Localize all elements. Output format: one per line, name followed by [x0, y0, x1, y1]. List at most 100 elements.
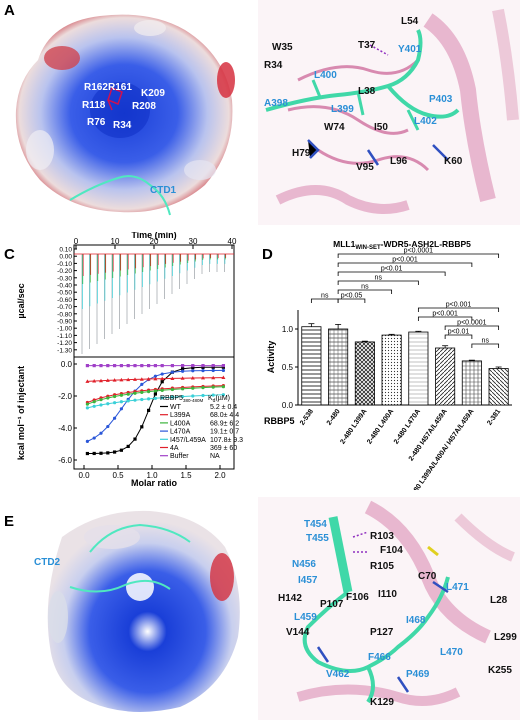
- isotherm-point: [85, 379, 90, 383]
- activity-bar: [381, 334, 402, 406]
- panel-e-letter: E: [4, 513, 15, 530]
- residue-label: P107: [320, 599, 344, 610]
- residue-label: N456: [292, 559, 316, 570]
- chart-title: MLL1WIN-SET-WDR5-ASH2L-RBBP5: [333, 239, 471, 251]
- ucal-tick-label: -0.40: [57, 283, 72, 290]
- molar-ratio-label: Molar ratio: [131, 478, 178, 488]
- residue-label: W74: [324, 122, 345, 133]
- panel-c-letter: C: [4, 246, 15, 263]
- residue-label: R34: [113, 120, 132, 131]
- significance-bracket: [444, 325, 500, 330]
- category-label: 2-480 L470A: [393, 408, 422, 445]
- activity-bar: [435, 347, 456, 406]
- significance-label: ns: [361, 284, 369, 291]
- significance-bracket: [337, 271, 446, 276]
- isotherm-point: [201, 368, 205, 373]
- panel-b-structure: [258, 0, 520, 225]
- isotherm-point: [113, 450, 117, 454]
- panel-f-structure: [258, 497, 520, 720]
- residue-label: I468: [406, 615, 426, 626]
- isotherm-point: [99, 398, 103, 402]
- isotherm-point: [211, 375, 216, 380]
- significance-label: ns: [321, 293, 329, 300]
- activity-tick-label: 0.5: [282, 363, 294, 372]
- significance-label: p<0.01: [448, 329, 470, 336]
- isotherm-point: [153, 374, 157, 378]
- residue-label: K60: [444, 156, 463, 167]
- isotherm-point: [85, 451, 89, 456]
- time-tick-label: 0: [74, 237, 79, 246]
- isotherm-point: [106, 396, 110, 400]
- residue-label: R105: [370, 561, 394, 572]
- legend-kd: NA: [210, 453, 220, 460]
- isotherm-point: [211, 393, 215, 397]
- molar-tick-label: 1.5: [180, 471, 192, 480]
- significance-bracket: [471, 343, 500, 348]
- residue-label: L96: [390, 156, 408, 167]
- ucal-tick-label: 0.10: [59, 247, 72, 254]
- legend-name: 4A: [170, 445, 179, 452]
- ucal-tick-label: -0.50: [57, 290, 72, 297]
- isotherm-point: [126, 399, 130, 403]
- activity-bar: [301, 326, 322, 406]
- residue-label: K255: [488, 665, 512, 676]
- isotherm-point: [106, 424, 110, 429]
- residue-label: A398: [264, 98, 288, 109]
- legend-kd: 68.0± 4.4: [210, 412, 239, 419]
- time-axis-label: Time (min): [131, 232, 176, 240]
- isotherm-point: [113, 364, 117, 368]
- significance-bracket: [337, 262, 473, 267]
- isotherm-point: [191, 369, 195, 373]
- isotherm-point: [191, 366, 195, 370]
- residue-label: T455: [306, 533, 329, 544]
- isotherm-point: [119, 448, 123, 452]
- isotherm-point: [153, 364, 157, 368]
- panel-c: C Time (min) 0 10 20 30 40 0.10 0.00 -0.10 -0.2…: [0, 232, 250, 490]
- isotherm-point: [153, 392, 157, 396]
- isotherm-point: [221, 364, 225, 368]
- ucal-tick-label: -1.10: [57, 333, 72, 340]
- isotherm-point: [201, 386, 205, 390]
- significance-label: p<0.001: [392, 257, 418, 264]
- activity-tick-label: 1.0: [282, 325, 294, 334]
- residue-label: R76: [87, 117, 106, 128]
- residue-label: W35: [272, 42, 293, 53]
- isotherm-point: [160, 376, 165, 381]
- isotherm-point: [180, 376, 185, 380]
- residue-label: L54: [401, 16, 419, 27]
- panel-e-surface: [47, 510, 240, 712]
- isotherm-point: [113, 401, 117, 405]
- residue-label: L470: [440, 647, 463, 658]
- significance-bracket: [337, 280, 419, 285]
- ucal-tick-label: -0.70: [57, 304, 72, 311]
- residue-label: I50: [374, 122, 388, 133]
- isotherm-point: [160, 388, 164, 392]
- isotherm-point: [221, 385, 225, 389]
- residue-label: R161: [108, 82, 132, 93]
- isotherm-point: [181, 364, 185, 368]
- residue-label: L28: [490, 595, 508, 606]
- isotherm-point: [153, 396, 157, 400]
- residue-label: R208: [132, 101, 156, 112]
- significance-bracket: [337, 298, 366, 303]
- legend-kd: 19.1± 0.7: [210, 429, 239, 436]
- isotherm-point: [170, 364, 174, 368]
- significance-bracket: [310, 298, 339, 303]
- ucal-tick-label: -0.20: [57, 268, 72, 275]
- legend-name: L470A: [170, 429, 191, 436]
- isotherm-point: [133, 437, 137, 441]
- time-tick-label: 30: [189, 237, 198, 246]
- kcal-tick-label: -6.0: [58, 456, 72, 465]
- residue-label: C70: [418, 571, 437, 582]
- isotherm-point: [92, 364, 96, 368]
- isotherm-point: [201, 365, 205, 369]
- molar-tick-label: 2.0: [214, 471, 226, 480]
- residue-label: L38: [358, 86, 376, 97]
- isotherm-point: [140, 425, 144, 429]
- isotherm-point: [119, 377, 124, 382]
- isotherm-point: [221, 365, 225, 369]
- legend-header: RBBP5380-480M: [160, 395, 203, 403]
- isotherm-point: [85, 364, 89, 368]
- panel-a-surface: [15, 14, 235, 216]
- kcal-tick-label: -2.0: [58, 392, 72, 401]
